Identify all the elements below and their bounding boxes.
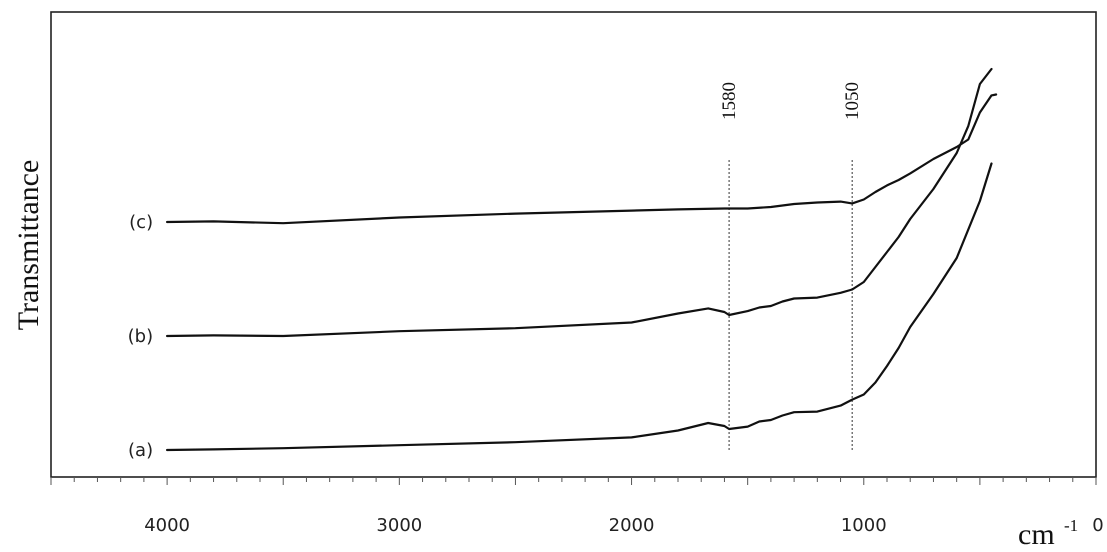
series-line	[166, 93, 998, 225]
x-tick-label: 3000	[376, 515, 422, 536]
reference-lines: 1580 1050	[719, 82, 863, 452]
plot-frame	[50, 11, 1097, 478]
series-line	[166, 67, 993, 338]
spectra: (a) (b) (c)	[128, 67, 998, 461]
y-axis-label: Transmittance	[12, 160, 45, 331]
x-tick-label: 1000	[841, 515, 887, 536]
ref-label-1050: 1050	[842, 82, 863, 120]
series-label: (c)	[129, 212, 153, 233]
x-tick-label: 2000	[609, 515, 655, 536]
x-axis: 4000 3000 2000 1000 0	[50, 477, 1104, 536]
series-label: (b)	[128, 326, 153, 347]
series-label: (a)	[128, 440, 153, 461]
x-axis-unit-superscript: -1	[1064, 516, 1078, 535]
x-tick-label: 0	[1092, 515, 1103, 536]
x-tick-label: 4000	[144, 515, 190, 536]
x-axis-unit-label: cm	[1018, 518, 1055, 551]
series-line	[166, 162, 993, 452]
ref-label-1580: 1580	[719, 82, 740, 120]
